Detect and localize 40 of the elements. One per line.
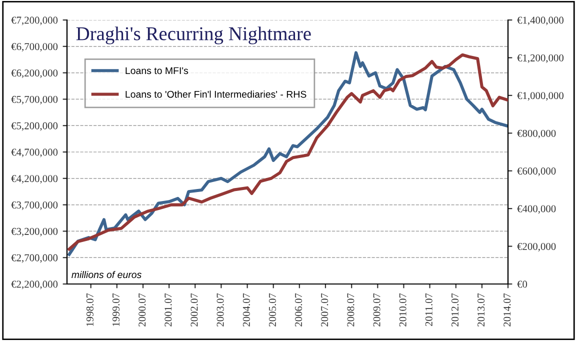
x-tick-label: 2009.07 — [373, 293, 380, 326]
y-tick-label: €6,700,000 — [11, 43, 58, 52]
x-tick-label: 2002.07 — [190, 293, 198, 326]
x-tick-label: 2008.07 — [347, 293, 354, 326]
y-tick-label: €4,200,000 — [11, 175, 58, 184]
y-tick-label: €2,700,000 — [11, 254, 58, 263]
chart-title: Draghi's Recurring Nightmare — [76, 26, 311, 44]
y2-tick-label: €200,000 — [517, 242, 556, 252]
x-tick-label: 2006.07 — [295, 293, 302, 326]
y2-tick-label: €1,400,000 — [517, 16, 564, 26]
y2-tick-label: €0 — [517, 280, 528, 288]
x-tick-label: 2004.07 — [242, 293, 250, 326]
y-tick-label: €5,200,000 — [11, 122, 58, 131]
y2-tick-label: €1,200,000 — [517, 54, 564, 63]
x-tick-label: 2001.07 — [164, 293, 172, 326]
y2-tick-label: €1,000,000 — [517, 92, 564, 101]
x-tick-label: 2007.07 — [321, 293, 328, 326]
x-tick-label: 2000.07 — [138, 293, 146, 326]
y2-tick-label: €600,000 — [517, 168, 556, 176]
y-tick-label: €4,700,000 — [11, 148, 58, 158]
legend-label: Loans to 'Other Fin'l Intermediaries' - RHS — [126, 90, 306, 98]
y2-tick-label: €400,000 — [517, 205, 556, 214]
x-tick-label: 1999.07 — [112, 293, 120, 326]
y-tick-label: €2,200,000 — [11, 280, 58, 290]
y-tick-label: €6,200,000 — [11, 69, 58, 78]
x-tick-label: 2010.07 — [399, 293, 406, 326]
annotation: millions of euros — [72, 270, 142, 278]
y2-tick-label: €800,000 — [517, 130, 556, 138]
legend-label: Loans to MFI's — [126, 67, 188, 74]
y-tick-label: €3,200,000 — [11, 228, 58, 236]
y-tick-label: €7,200,000 — [11, 16, 58, 26]
x-tick-label: 2003.07 — [216, 293, 224, 326]
y-tick-label: €3,700,000 — [11, 201, 58, 210]
x-tick-label: 2011.07 — [425, 293, 432, 326]
x-tick-label: 2014.07 — [504, 293, 511, 326]
x-tick-label: 2005.07 — [268, 293, 276, 326]
y-tick-label: €5,700,000 — [11, 96, 58, 104]
x-tick-label: 2013.07 — [478, 293, 485, 326]
x-tick-label: 1998.07 — [86, 293, 94, 326]
x-tick-label: 2012.07 — [451, 293, 459, 326]
